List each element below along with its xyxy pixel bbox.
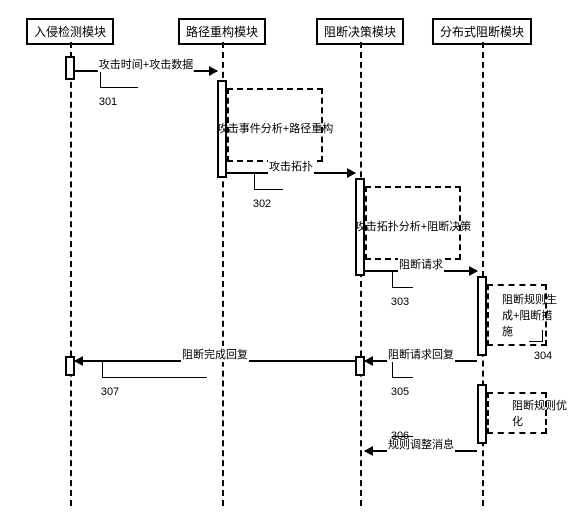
callout-line xyxy=(100,72,138,88)
self-exec-label: 阻断规则优化 xyxy=(512,397,571,429)
callout-line xyxy=(102,362,207,378)
self-exec-label: 攻击拓扑分析+阻断决策 xyxy=(355,218,471,234)
callout-line xyxy=(392,272,413,288)
message-label: 阻断请求 xyxy=(398,256,444,272)
callout-number: 305 xyxy=(391,386,409,398)
sequence-diagram: 入侵检测模块 路径重构模块 阻断决策模块 分布式阻断模块攻击事件分析+路径重构攻击拓扑… xyxy=(0,0,571,518)
participant-header: 路径重构模块 xyxy=(178,18,266,45)
activation-bar xyxy=(477,276,487,356)
callout-number: 303 xyxy=(391,296,409,308)
self-exec-label: 攻击事件分析+路径重构 xyxy=(217,120,333,136)
activation-bar xyxy=(477,384,487,444)
callout-number: 307 xyxy=(101,386,119,398)
callout-number: 306 xyxy=(391,430,409,442)
message-label: 阻断请求回复 xyxy=(387,346,455,362)
participant-header: 分布式阻断模块 xyxy=(432,18,532,45)
callout-line xyxy=(392,362,413,378)
message-label: 攻击时间+攻击数据 xyxy=(98,56,194,72)
callout-line xyxy=(254,174,283,190)
callout-number: 301 xyxy=(99,96,117,108)
callout-number: 304 xyxy=(534,350,552,362)
participant-header: 入侵检测模块 xyxy=(26,18,114,45)
lifeline xyxy=(70,42,72,506)
message-label: 阻断完成回复 xyxy=(181,346,249,362)
message-label: 攻击拓扑 xyxy=(268,158,314,174)
callout-number: 302 xyxy=(253,198,271,210)
callout-line xyxy=(529,330,543,342)
participant-header: 阻断决策模块 xyxy=(316,18,404,45)
activation-bar xyxy=(65,56,75,80)
